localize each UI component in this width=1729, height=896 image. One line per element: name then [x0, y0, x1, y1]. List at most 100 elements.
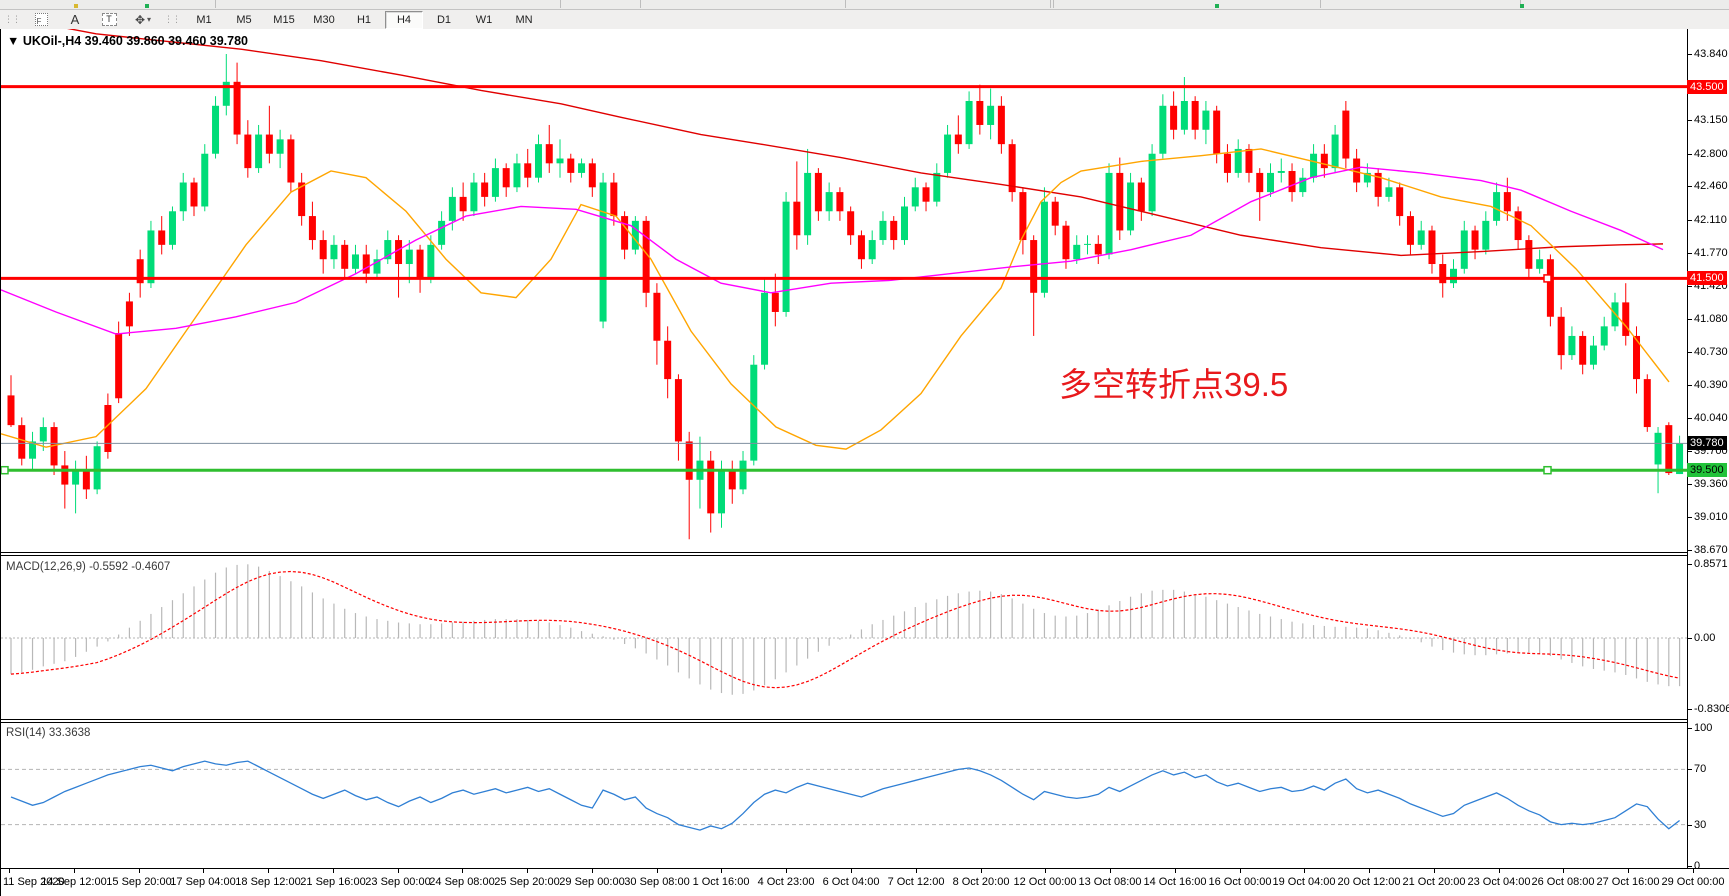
arrow-tools-button[interactable]: ✥ ▾: [127, 10, 159, 29]
candle-body: [373, 259, 381, 274]
axis-tick: [1688, 564, 1692, 565]
axis-tick-label: 43.840: [1694, 48, 1728, 60]
chart-annotation-text[interactable]: 多空转折点39.5: [1059, 366, 1288, 403]
time-tick-label: 16 Oct 00:00: [1208, 876, 1272, 888]
candle-body: [115, 333, 123, 399]
insert-text-button[interactable]: A: [70, 12, 80, 27]
candle-body: [556, 158, 564, 164]
timeframe-button-h1[interactable]: H1: [356, 13, 372, 26]
axis-tick-label: 39.360: [1694, 478, 1728, 490]
timeframes-drag-handle-icon[interactable]: ⋮⋮: [164, 14, 181, 24]
axis-tick: [1688, 484, 1692, 485]
candle-body: [1288, 170, 1296, 193]
candle-body: [900, 206, 908, 241]
candle-body: [330, 244, 338, 260]
toolbar-separator: [1050, 0, 1051, 8]
candle-body: [1213, 110, 1221, 154]
time-tick: [592, 869, 593, 873]
timeframe-button-m15[interactable]: M15: [273, 13, 295, 26]
time-tick: [1110, 869, 1111, 873]
axis-tick-label: 42.110: [1694, 214, 1727, 226]
toolbar-separator: [1320, 0, 1321, 8]
timeframe-button-mn[interactable]: MN: [515, 13, 533, 26]
main-toolbar: ⋮⋮ F A T ✥ ▾ ⋮⋮ M1 M5 M15 M30 H1 H4 D1 W1 MN: [0, 10, 1729, 30]
timeframe-button-d1[interactable]: D1: [436, 13, 452, 26]
candle-body: [1643, 379, 1651, 428]
hline-handle[interactable]: [1543, 465, 1552, 475]
chart-shift-button[interactable]: F: [25, 10, 57, 29]
candle-body: [1439, 264, 1447, 284]
candle-body: [1665, 425, 1673, 474]
timeframe-button-m5[interactable]: M5: [236, 13, 252, 26]
time-tick: [203, 869, 204, 873]
candle-body: [341, 244, 349, 269]
candle-body: [836, 192, 844, 212]
candle-body: [1568, 335, 1576, 356]
candle-body: [1557, 316, 1565, 356]
price-badge: 39.500: [1687, 463, 1727, 478]
main-price-chart[interactable]: ▼ UKOil-,H4 39.460 39.860 39.460 39.780 多…: [1, 29, 1687, 555]
candle-body: [1267, 172, 1275, 193]
candle-body: [50, 427, 58, 466]
candle-body: [1493, 192, 1501, 221]
candle-body: [1148, 153, 1156, 212]
candle-body: [265, 134, 273, 154]
timeframe-button-w1[interactable]: W1: [475, 13, 493, 26]
axis-tick-label: 43.150: [1694, 114, 1728, 126]
candle-body: [1536, 259, 1544, 269]
chart-window: ▼ UKOil-,H4 39.460 39.860 39.460 39.780 多…: [0, 29, 1729, 896]
time-tick-label: 27 Oct 16:00: [1596, 876, 1660, 888]
time-tick-label: 14 Oct 16:00: [1143, 876, 1207, 888]
hline-handle[interactable]: [1543, 274, 1552, 283]
candle-body: [351, 254, 359, 269]
time-tick-label: 26 Oct 08:00: [1531, 876, 1595, 888]
candle-body: [93, 446, 101, 490]
rsi-line: [10, 760, 1680, 831]
time-tick-label: 23 Oct 04:00: [1467, 876, 1531, 888]
candle-body: [879, 220, 887, 241]
macd-label: MACD(12,26,9) -0.5592 -0.4607: [6, 561, 170, 573]
candle-body: [847, 211, 855, 236]
candle-body: [567, 158, 575, 173]
text-label-button[interactable]: T: [93, 10, 125, 29]
toolbar-separator: [560, 0, 561, 8]
time-axis[interactable]: 11 Sep 2020 14 Sep 12:00 15 Sep 20:00 17 Se…: [1, 869, 1729, 896]
axis-tick: [1688, 418, 1692, 419]
candle-body: [1331, 134, 1339, 169]
candle-body: [717, 470, 725, 514]
candle-body: [1084, 243, 1091, 245]
candle-body: [1094, 243, 1102, 255]
time-tick: [657, 869, 658, 873]
candle-body: [771, 292, 779, 312]
candle-body: [1277, 170, 1285, 173]
candle-body: [793, 201, 801, 236]
toolbar-separator: [215, 0, 216, 8]
timeframe-button-h4[interactable]: H4: [385, 10, 423, 29]
price-badge: 41.500: [1687, 271, 1727, 286]
candle-body: [1170, 105, 1178, 130]
candle-body: [944, 134, 952, 173]
time-tick: [916, 869, 917, 873]
macd-indicator-panel[interactable]: MACD(12,26,9) -0.5592 -0.4607: [1, 556, 1687, 719]
candle-body: [814, 172, 822, 212]
candle-body: [631, 220, 639, 250]
time-tick: [1045, 869, 1046, 873]
timeframe-button-m1[interactable]: M1: [196, 13, 212, 26]
candle-body: [1202, 110, 1210, 130]
toolbar-separator: [845, 0, 846, 8]
candle-body: [395, 240, 403, 265]
toolbar-drag-handle-icon[interactable]: ⋮⋮: [4, 14, 21, 24]
axis-tick-label: 100: [1694, 722, 1713, 734]
candle-body: [911, 187, 919, 207]
candle-body: [1008, 144, 1016, 193]
time-tick-label: 21 Oct 20:00: [1402, 876, 1466, 888]
candle-body: [255, 134, 263, 169]
time-tick: [1563, 869, 1564, 873]
timeframe-button-m30[interactable]: M30: [313, 13, 335, 26]
axis-tick: [1688, 550, 1692, 551]
hline-handle[interactable]: [1, 465, 9, 475]
time-tick-label: 29 Sep 00:00: [559, 876, 625, 888]
cut-icon-fragment: [1520, 4, 1524, 8]
rsi-indicator-panel[interactable]: RSI(14) 33.3638: [1, 722, 1687, 868]
candle-body: [179, 182, 187, 212]
